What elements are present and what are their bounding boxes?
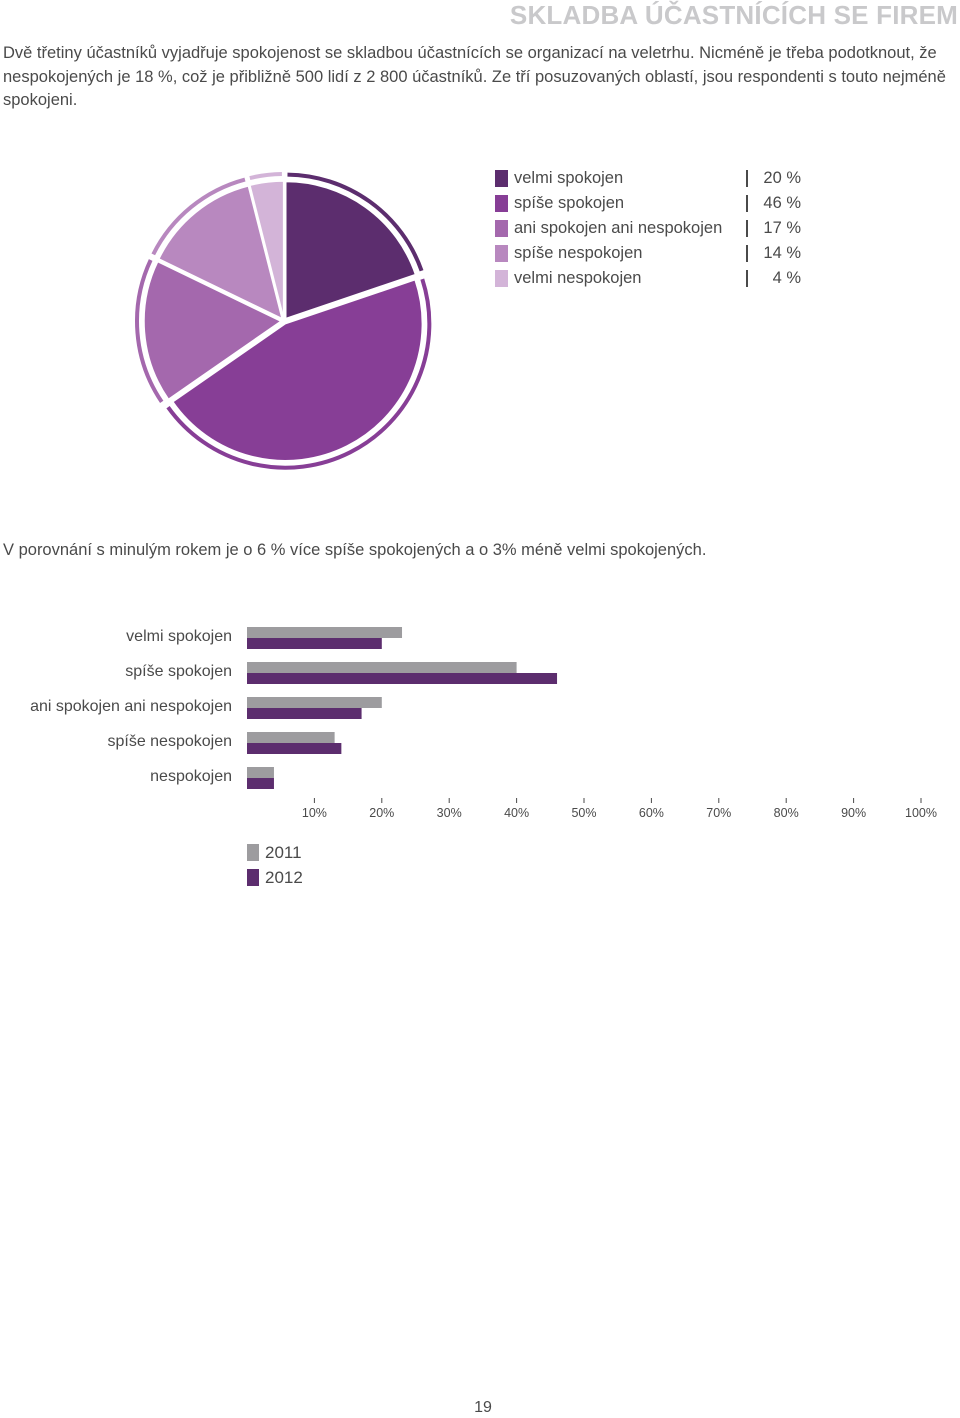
pie-legend: velmi spokojen 20 % spíše spokojen 46 % … <box>495 166 815 291</box>
category-label: spíše spokojen <box>125 663 232 680</box>
x-tick-label: 20% <box>369 806 394 820</box>
pie-chart <box>135 172 432 470</box>
legend-swatch <box>495 270 508 287</box>
legend-item: ani spokojen ani nespokojen 17 % <box>495 216 815 241</box>
legend-swatch <box>495 245 508 262</box>
legend-item: velmi nespokojen 4 % <box>495 266 815 291</box>
pie-slice-rim <box>249 172 282 180</box>
bar-2012 <box>247 743 342 754</box>
x-tick-label: 100% <box>905 806 937 820</box>
category-label: spíše nespokojen <box>107 733 232 750</box>
legend-value: 14 % <box>763 244 801 262</box>
legend-label: velmi nespokojen <box>514 269 642 287</box>
pie-slice-rim <box>151 177 246 256</box>
pie-slice <box>166 278 432 470</box>
pie-slice <box>248 172 285 319</box>
bar-2011 <box>247 732 335 743</box>
legend-separator <box>746 170 748 187</box>
bar-2011 <box>247 662 517 673</box>
legend-swatch <box>495 220 508 237</box>
pie-slice-wedge <box>157 184 284 321</box>
intro-paragraph: Dvě třetiny účastníků vyjadřuje spokojen… <box>3 44 946 109</box>
legend-label: 2012 <box>265 868 303 887</box>
category-label: nespokojen <box>150 768 232 785</box>
pie-slice <box>135 259 283 404</box>
legend-swatch <box>495 195 508 212</box>
bar-2011 <box>247 627 403 638</box>
pie-slice <box>284 172 424 320</box>
bar-2011 <box>247 697 382 708</box>
pie-slice-wedge <box>284 180 417 320</box>
bar-2012 <box>247 673 558 684</box>
legend-label: 2011 <box>265 843 302 862</box>
legend-item: spíše nespokojen 14 % <box>495 241 815 266</box>
pie-slice-rim <box>166 278 432 470</box>
pie-slice-wedge <box>248 180 285 319</box>
legend-swatch <box>247 869 259 886</box>
pie-slice <box>151 177 284 321</box>
legend-value: 20 % <box>763 169 801 187</box>
x-tick-label: 90% <box>841 806 866 820</box>
legend-label: spíše nespokojen <box>514 244 643 262</box>
legend-value: 4 % <box>772 269 801 287</box>
pie-slice-wedge <box>171 278 424 462</box>
legend-label: spíše spokojen <box>514 194 625 212</box>
legend-separator <box>746 220 748 237</box>
x-tick-label: 60% <box>639 806 664 820</box>
legend-label: velmi spokojen <box>514 169 624 187</box>
category-label: ani spokojen ani nespokojen <box>30 698 232 715</box>
legend-value: 17 % <box>763 219 801 237</box>
bar-2012 <box>247 638 382 649</box>
legend-separator <box>746 270 748 287</box>
bar-2011 <box>247 767 274 778</box>
legend-swatch <box>495 170 508 187</box>
legend-item: velmi spokojen 20 % <box>495 166 815 191</box>
pie-slice-rim <box>135 259 164 404</box>
bar-2012 <box>247 708 362 719</box>
bar-2012 <box>247 778 274 789</box>
legend-item: spíše spokojen 46 % <box>495 191 815 216</box>
x-tick-label: 70% <box>706 806 731 820</box>
page-title: SKLADBA ÚČASTNÍCÍCH SE FIREM <box>509 0 958 30</box>
legend-separator <box>746 195 748 212</box>
legend-separator <box>746 245 748 262</box>
x-tick-label: 10% <box>302 806 327 820</box>
page-number: 19 <box>474 1399 492 1416</box>
comparison-paragraph: V porovnání s minulým rokem je o 6 % víc… <box>3 541 707 559</box>
legend-label: ani spokojen ani nespokojen <box>514 219 723 237</box>
legend-swatch <box>247 844 259 861</box>
category-label: velmi spokojen <box>126 628 232 645</box>
pie-slice-wedge <box>143 260 283 401</box>
bar-chart: velmi spokojen spíše spokojen ani spokojen… <box>30 627 937 820</box>
legend-value: 46 % <box>763 194 801 212</box>
x-tick-label: 40% <box>504 806 529 820</box>
pie-slice-rim <box>287 172 424 272</box>
x-tick-label: 80% <box>774 806 799 820</box>
x-tick-label: 30% <box>437 806 462 820</box>
x-tick-label: 50% <box>571 806 596 820</box>
